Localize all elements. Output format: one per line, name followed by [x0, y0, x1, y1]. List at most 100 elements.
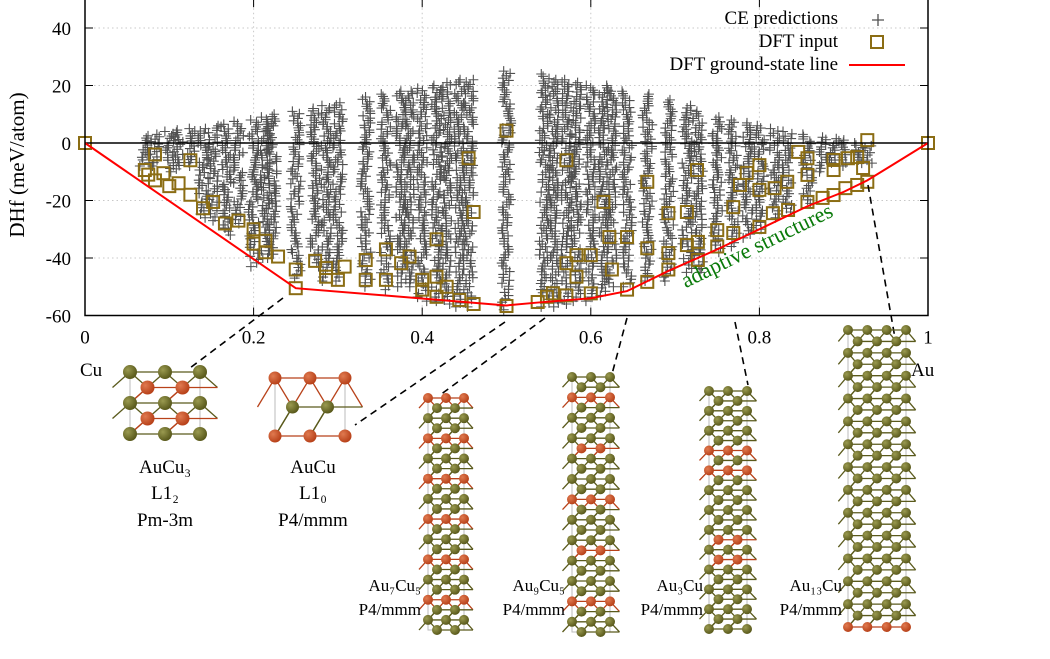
ce-prediction-point: [566, 176, 577, 187]
ce-prediction-point: [534, 249, 545, 260]
ce-prediction-point: [203, 178, 214, 189]
au-atom: [742, 425, 752, 436]
ce-prediction-point: [444, 126, 455, 137]
ce-prediction-point: [365, 247, 376, 258]
ce-prediction-point: [221, 194, 232, 205]
ce-prediction-point: [286, 193, 297, 204]
dft-input-point: [661, 262, 676, 277]
ce-prediction-point: [645, 158, 656, 169]
ce-prediction-point: [420, 111, 431, 122]
ce-prediction-point: [360, 225, 371, 236]
au-atom: [881, 462, 892, 473]
au-atom: [432, 443, 442, 454]
ce-prediction-point: [639, 209, 650, 220]
ce-prediction-point: [235, 170, 246, 181]
ce-prediction-point: [317, 276, 328, 286]
ce-prediction-point: [623, 250, 634, 261]
ce-prediction-point: [209, 166, 220, 177]
ce-prediction-point: [419, 90, 430, 101]
ce-prediction-point: [618, 247, 629, 258]
au-atom: [891, 382, 902, 393]
cu-atom: [441, 554, 451, 565]
dft-input-point: [171, 176, 186, 191]
dft-input-point: [499, 123, 514, 138]
ce-prediction-point: [582, 199, 593, 210]
ce-prediction-point: [216, 121, 227, 132]
legend-marker-square: [870, 35, 884, 49]
dft-input-point: [415, 282, 430, 297]
ce-prediction-point: [743, 139, 754, 150]
crystal-structure-picture: [837, 325, 917, 632]
ce-prediction-point: [309, 208, 320, 219]
ce-prediction-point: [438, 258, 449, 269]
ce-prediction-point: [581, 161, 592, 172]
cu-atom: [901, 622, 911, 632]
ce-prediction-point: [402, 209, 413, 220]
ce-prediction-point: [377, 174, 388, 185]
ce-prediction-point: [667, 106, 678, 117]
dft-input-point: [690, 163, 705, 178]
au-atom: [595, 606, 606, 617]
au-atom: [901, 347, 911, 358]
ce-prediction-point: [534, 147, 545, 158]
ce-prediction-point: [451, 93, 462, 104]
dft-input-point: [429, 269, 444, 284]
au-atom: [704, 584, 714, 595]
au-atom: [286, 400, 299, 414]
structure-formula: AuCu₃: [139, 457, 191, 478]
ce-prediction-point: [269, 185, 280, 196]
ce-prediction-point: [394, 191, 405, 202]
ce-prediction-point: [588, 209, 599, 220]
dft-input-point: [583, 248, 598, 263]
ce-prediction-point: [569, 169, 580, 180]
au-atom: [742, 485, 752, 496]
ce-prediction-point: [707, 128, 718, 139]
au-atom: [742, 544, 752, 555]
endpoint-label-au: Au: [911, 360, 935, 381]
au-atom: [586, 412, 596, 423]
au-atom: [432, 463, 442, 474]
ce-prediction-point: [249, 155, 260, 166]
ce-prediction-point: [502, 106, 513, 117]
ce-prediction-point: [740, 191, 751, 202]
ce-prediction-point: [294, 183, 305, 194]
ce-prediction-point: [619, 147, 630, 158]
ce-prediction-point: [264, 180, 275, 191]
au-atom: [450, 443, 460, 454]
ce-prediction-point: [295, 120, 306, 131]
ce-prediction-point: [431, 154, 442, 165]
ce-prediction-point: [461, 133, 472, 144]
ce-prediction-point: [419, 184, 430, 195]
ce-prediction-point: [210, 146, 221, 157]
ce-prediction-point: [665, 176, 676, 187]
ce-prediction-point: [545, 252, 556, 263]
ce-prediction-point: [359, 250, 370, 261]
ce-prediction-point: [432, 191, 443, 202]
ce-prediction-point: [145, 149, 156, 160]
au-atom: [423, 534, 433, 545]
ce-prediction-point: [619, 150, 630, 161]
au-atom: [432, 584, 442, 595]
ce-prediction-point: [678, 175, 689, 186]
ce-prediction-point: [377, 162, 388, 173]
au-atom: [723, 425, 733, 436]
ce-prediction-point: [452, 190, 463, 201]
ce-prediction-point: [364, 125, 375, 136]
ce-prediction-point: [319, 215, 330, 226]
ce-prediction-point: [562, 116, 573, 127]
ce-prediction-point: [545, 272, 556, 283]
leader-lines: [189, 184, 896, 426]
ce-prediction-point: [136, 152, 147, 163]
ce-prediction-point: [588, 164, 599, 175]
ce-prediction-point: [594, 132, 605, 143]
ce-prediction-point: [695, 132, 706, 143]
ce-prediction-point: [228, 152, 239, 163]
ce-prediction-point: [537, 261, 548, 272]
ce-prediction-point: [710, 159, 721, 170]
ce-prediction-point: [575, 113, 586, 124]
ce-prediction-point: [421, 104, 432, 115]
ce-prediction-point: [437, 150, 448, 161]
ce-prediction-point: [681, 107, 692, 118]
ce-prediction-point: [244, 199, 255, 210]
ce-prediction-point: [464, 105, 475, 116]
